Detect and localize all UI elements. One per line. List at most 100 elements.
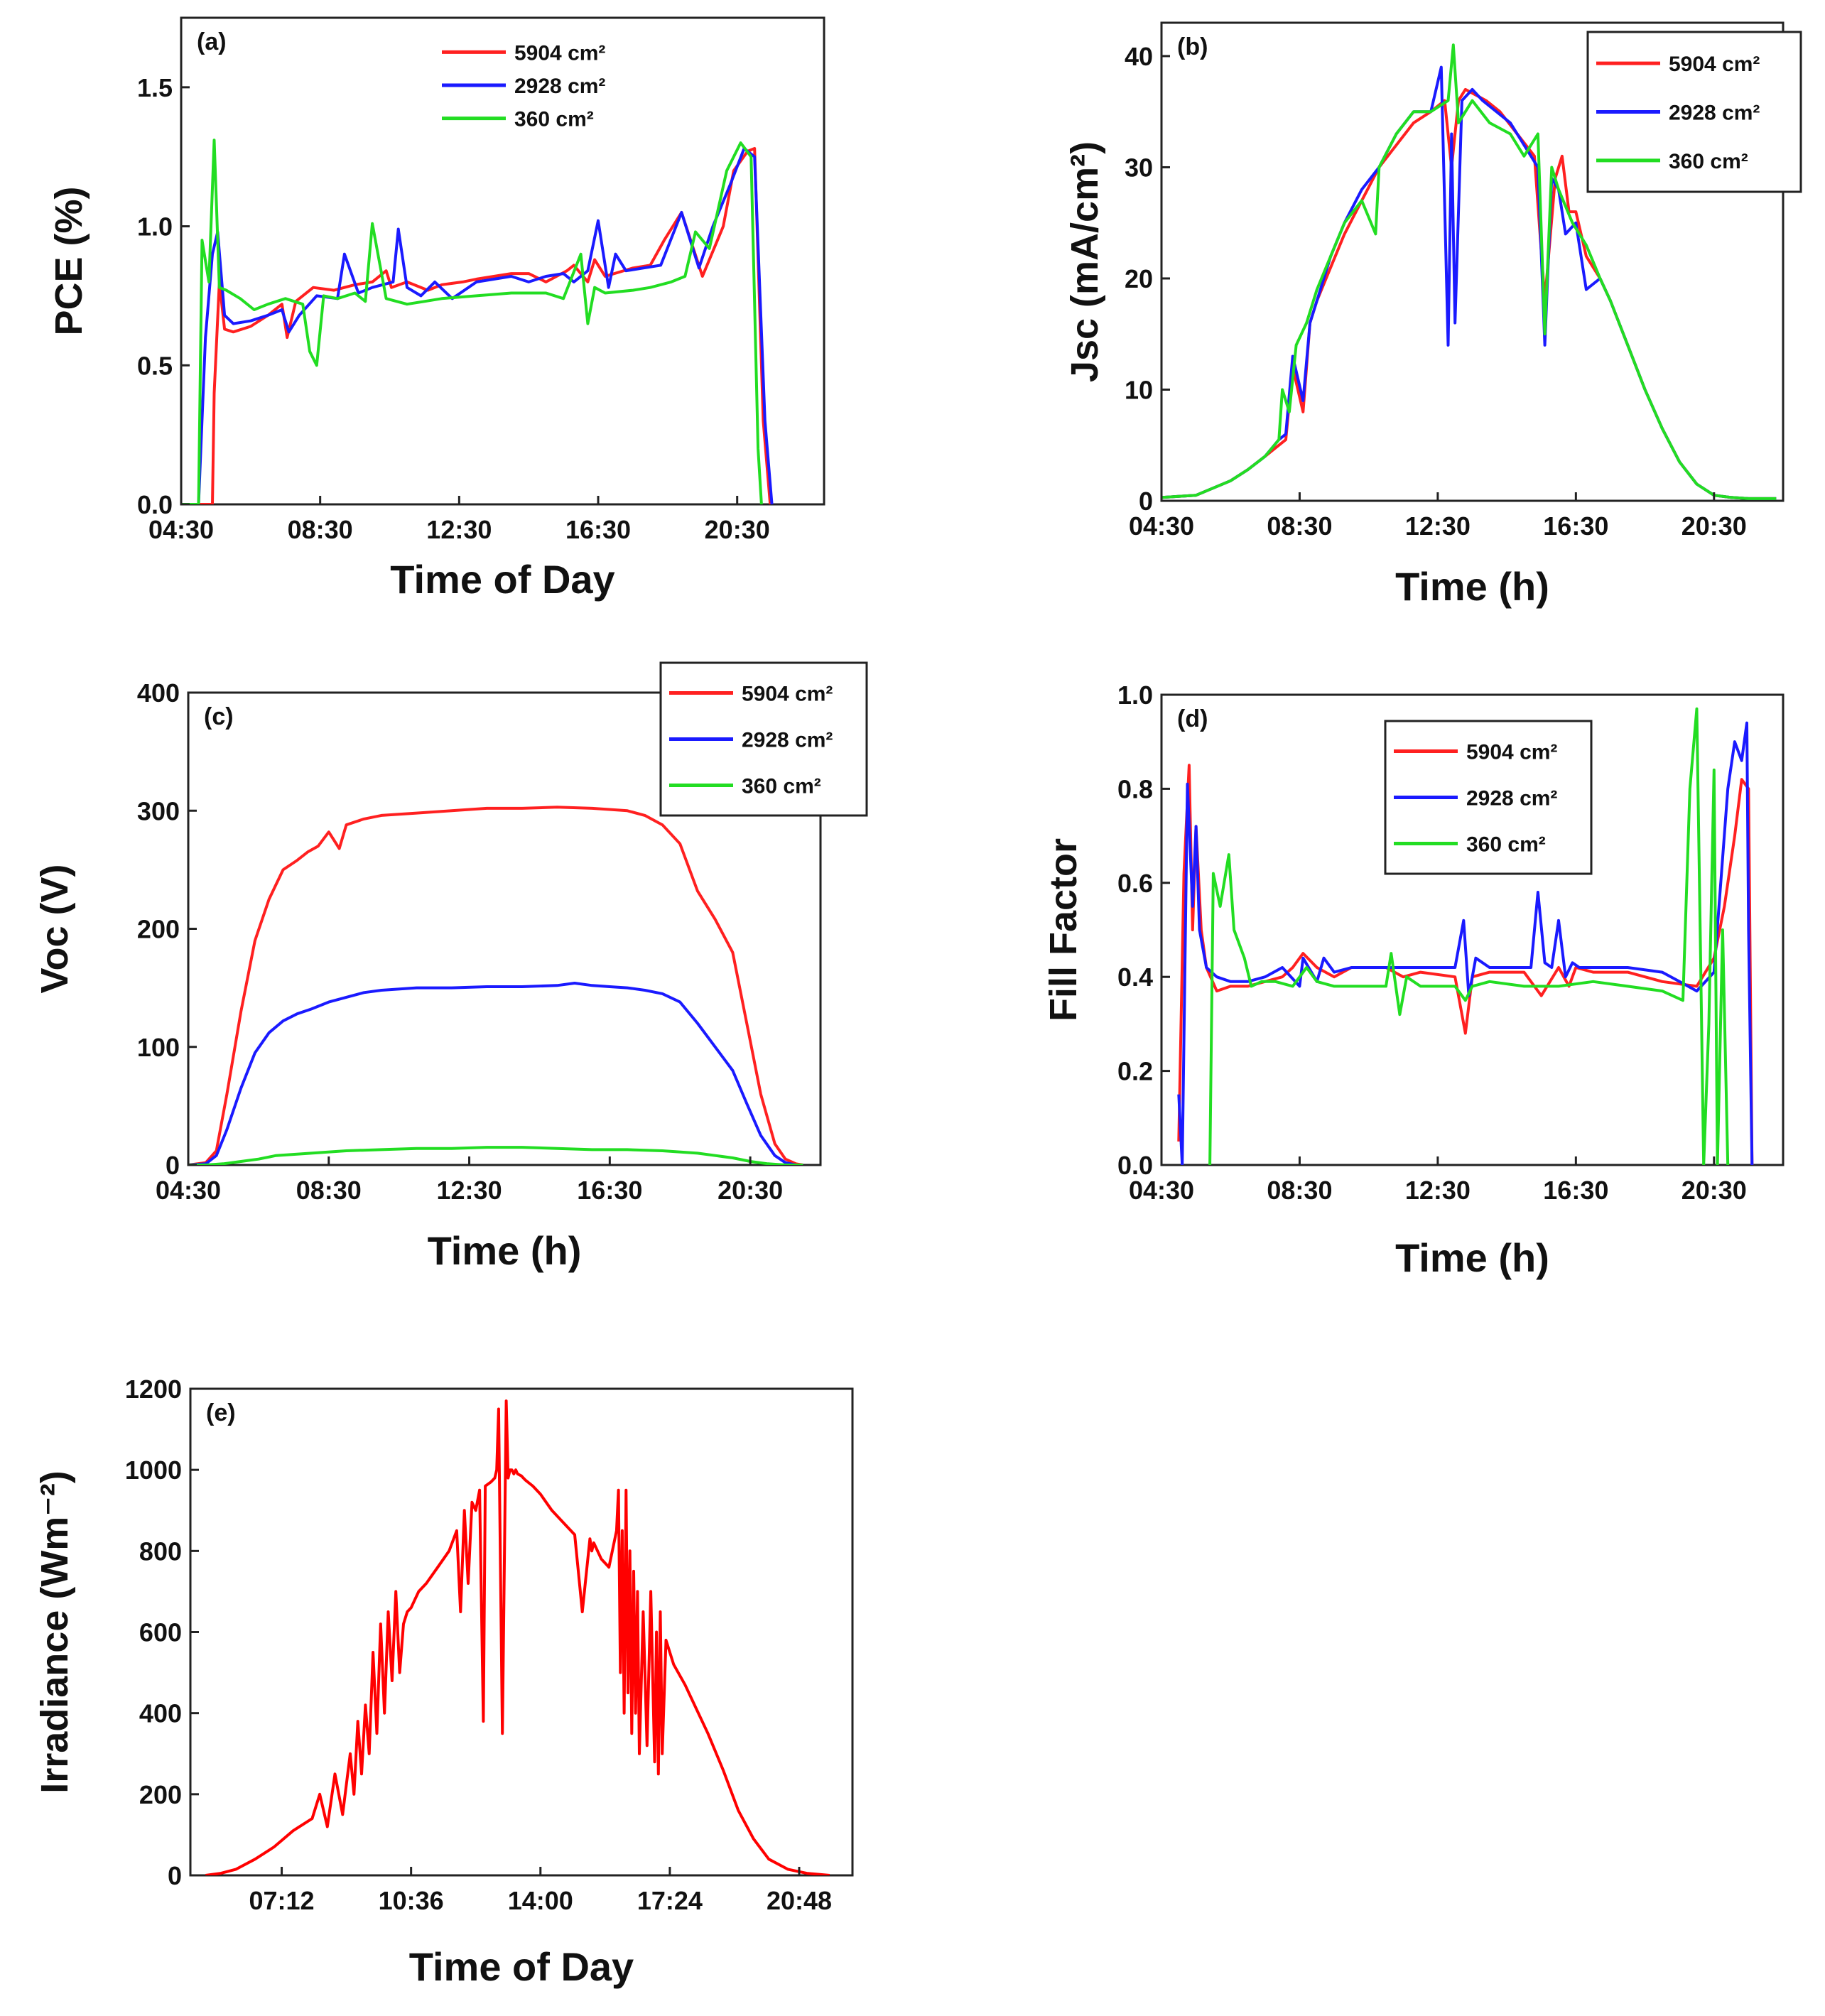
panel-label: (c)	[204, 703, 234, 730]
x-tick-label: 20:30	[1682, 511, 1747, 541]
series-group	[181, 139, 774, 504]
x-axis-label: Time of Day	[390, 557, 614, 602]
panel-b: 04:30 08:30 12:30 16:30 20:30 0 10 20 30 40 Time (…	[1063, 21, 1802, 609]
series-line-2	[181, 147, 774, 504]
x-axis-label: Time of Day	[409, 1944, 634, 1989]
panel-d: 04:30 08:30 12:30 16:30 20:30 0.0 0.2 0.4 0.6 0.8…	[1042, 681, 1785, 1280]
y-tick-label: 0.5	[137, 351, 173, 380]
x-tick-label: 10:36	[379, 1886, 444, 1915]
y-tick-label: 300	[137, 796, 180, 825]
y-tick-label: 0	[168, 1861, 182, 1890]
panel-c: 04:30 08:30 12:30 16:30 20:30 0 100 200 300 400 Ti…	[33, 661, 868, 1273]
legend-label-2: 2928 cm²	[1669, 102, 1760, 125]
series-line-1	[181, 147, 772, 504]
x-axis-label: Time (h)	[428, 1228, 582, 1273]
y-tick-label: 0.4	[1117, 963, 1153, 992]
series-line-1	[188, 806, 803, 1165]
x-axis-label: Time (h)	[1395, 564, 1549, 609]
legend-label-1: 5904 cm²	[742, 683, 833, 706]
legend-label-2: 2928 cm²	[742, 729, 833, 752]
y-tick-label: 10	[1125, 375, 1153, 404]
x-tick-label: 16:30	[577, 1176, 642, 1205]
x-tick-label: 16:30	[565, 515, 631, 544]
series-line-3	[1161, 43, 1777, 500]
x-tick-label: 12:30	[1405, 1176, 1471, 1205]
x-tick-label: 04:30	[1129, 1176, 1194, 1205]
y-tick-label: 40	[1125, 42, 1153, 71]
panel-e: 07:12 10:36 14:00 17:24 20:48 0 200 400 600 800 10…	[33, 1375, 854, 1989]
plot-frame	[1160, 21, 1785, 502]
panel-label: (d)	[1177, 705, 1208, 732]
y-tick-label: 200	[137, 915, 180, 944]
x-tick-label: 17:24	[637, 1886, 703, 1915]
x-tick-label: 04:30	[148, 515, 214, 544]
y-tick-label: 20	[1125, 264, 1153, 293]
y-tick-label: 0.0	[137, 490, 173, 519]
y-tick-label: 0.8	[1117, 774, 1153, 803]
y-tick-label: 800	[139, 1537, 182, 1566]
y-tick-label: 0	[1139, 487, 1153, 516]
x-tick-label: 07:12	[249, 1886, 315, 1915]
legend-label-1: 5904 cm²	[1466, 741, 1557, 764]
series-group	[188, 806, 803, 1165]
y-tick-label: 0.0	[1117, 1151, 1153, 1180]
panel-label: (a)	[197, 28, 227, 55]
y-axis-label: Jsc (mA/cm²)	[1063, 141, 1106, 382]
x-tick-label: 12:30	[437, 1176, 502, 1205]
x-tick-label: 20:30	[717, 1176, 783, 1205]
series-group	[205, 1399, 830, 1875]
y-tick-label: 200	[139, 1780, 182, 1809]
x-tick-label: 04:30	[156, 1176, 221, 1205]
x-tick-label: 12:30	[1405, 511, 1471, 541]
x-tick-label: 16:30	[1543, 1176, 1608, 1205]
y-tick-label: 1.5	[137, 73, 173, 102]
x-tick-label: 20:30	[705, 515, 770, 544]
y-tick-label: 1000	[125, 1456, 182, 1485]
y-axis-label: PCE (%)	[48, 186, 90, 335]
x-tick-label: 12:30	[426, 515, 492, 544]
x-tick-label: 14:00	[508, 1886, 573, 1915]
series-line-2	[188, 982, 803, 1165]
y-tick-label: 0.2	[1117, 1057, 1153, 1086]
series-group	[1161, 43, 1777, 500]
plot-frame	[180, 16, 825, 506]
series-line-1	[205, 1399, 830, 1875]
x-tick-label: 20:30	[1682, 1176, 1747, 1205]
x-tick-label: 04:30	[1129, 511, 1194, 541]
legend-label-1: 5904 cm²	[1669, 53, 1760, 76]
series-line-3	[181, 139, 763, 504]
legend-label-2: 2928 cm²	[514, 75, 605, 98]
plot-frame	[189, 1387, 854, 1877]
y-tick-label: 1200	[125, 1375, 182, 1404]
legend-label-3: 360 cm²	[514, 108, 594, 131]
y-axis-label: Voc (V)	[33, 864, 76, 993]
legend-label-1: 5904 cm²	[514, 41, 605, 65]
y-tick-label: 30	[1125, 153, 1153, 182]
y-tick-label: 1.0	[137, 212, 173, 242]
legend-label-2: 2928 cm²	[1466, 787, 1557, 811]
x-tick-label: 20:48	[767, 1886, 832, 1915]
y-tick-label: 400	[139, 1699, 182, 1728]
series-line-3	[1208, 707, 1730, 1165]
y-axis-label: Fill Factor	[1042, 838, 1085, 1021]
legend-label-3: 360 cm²	[1466, 833, 1546, 857]
y-tick-label: 600	[139, 1618, 182, 1647]
x-tick-label: 16:30	[1543, 511, 1608, 541]
x-axis-label: Time (h)	[1395, 1235, 1549, 1280]
series-line-3	[188, 1146, 803, 1165]
y-tick-label: 0.6	[1117, 869, 1153, 898]
panel-a: 04:30 08:30 12:30 16:30 20:30 0.0 0.5 1.0 1.5 Tim…	[48, 16, 825, 602]
legend-label-3: 360 cm²	[1669, 150, 1748, 173]
y-tick-label: 0	[166, 1151, 180, 1180]
y-tick-label: 400	[137, 678, 180, 708]
y-tick-label: 1.0	[1117, 681, 1153, 710]
legend-label-3: 360 cm²	[742, 775, 821, 798]
series-group	[1177, 707, 1754, 1165]
x-tick-label: 08:30	[288, 515, 353, 544]
panel-label: (e)	[206, 1399, 236, 1426]
x-tick-label: 08:30	[1267, 1176, 1332, 1205]
y-axis-label: Irradiance (Wm⁻²)	[33, 1470, 76, 1794]
x-tick-label: 08:30	[296, 1176, 362, 1205]
y-tick-label: 100	[137, 1033, 180, 1062]
